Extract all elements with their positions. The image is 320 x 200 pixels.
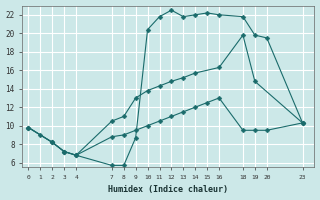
- X-axis label: Humidex (Indice chaleur): Humidex (Indice chaleur): [108, 185, 228, 194]
